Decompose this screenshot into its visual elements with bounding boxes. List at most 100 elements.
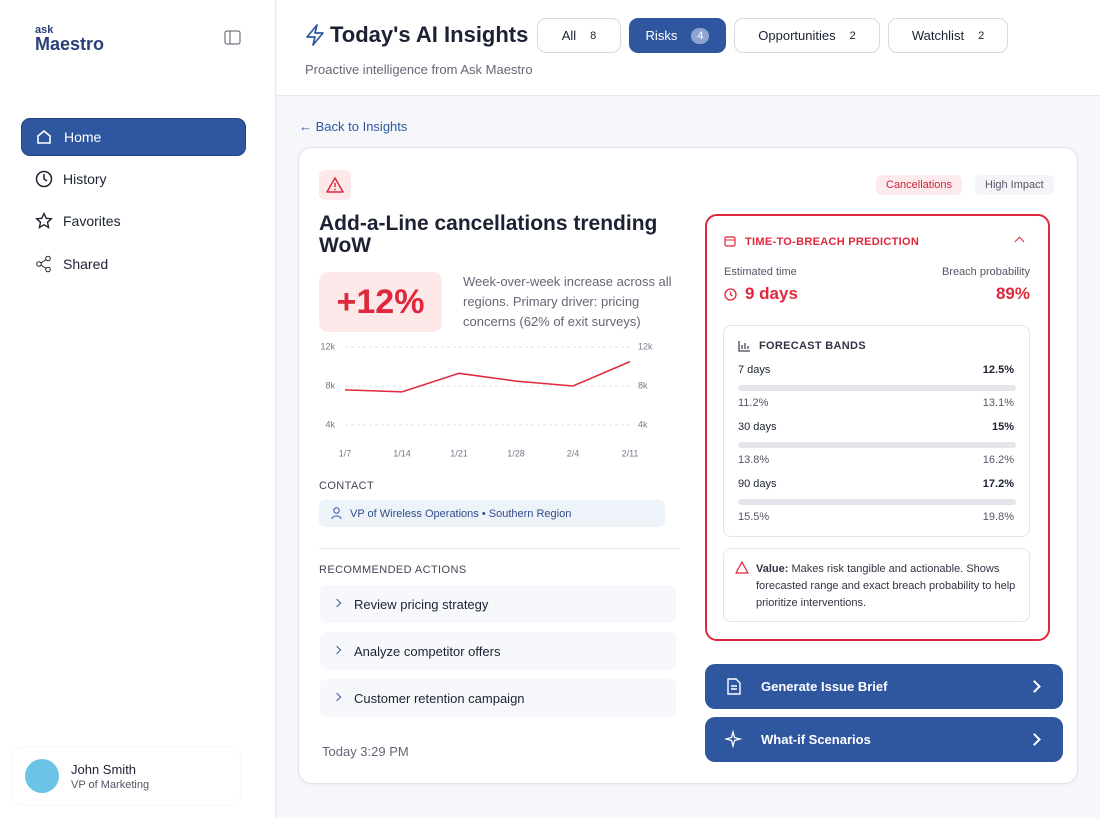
value-text: Makes risk tangible and actionable. Show…	[756, 563, 1016, 609]
x-tick-label: 1/14	[393, 448, 411, 458]
contact-text: VP of Wireless Operations • Southern Reg…	[350, 508, 572, 520]
y-tick-label: 8k	[325, 380, 335, 390]
sparkle-icon	[725, 730, 743, 748]
generate-brief-button[interactable]: Generate Issue Brief	[705, 664, 1063, 709]
doc-icon	[727, 678, 741, 695]
nav-favorites[interactable]: Favorites	[21, 202, 246, 240]
nav-shared[interactable]: Shared	[21, 245, 246, 283]
band-value: 12.5%	[982, 364, 1014, 376]
band-high: 16.2%	[982, 454, 1014, 466]
collapse-icon[interactable]	[224, 30, 241, 45]
contact-label: CONTACT	[319, 480, 375, 492]
band-track	[738, 499, 1016, 505]
timestamp: Today 3:29 PM	[322, 744, 409, 759]
prob-label: Breach probability	[941, 266, 1030, 278]
logo-small: ask	[35, 24, 54, 36]
tag: High Impact	[975, 175, 1054, 195]
title: Today's AI Insights	[330, 22, 529, 47]
y-tick-label: 12k	[320, 341, 335, 351]
y-tick-label-right: 4k	[638, 419, 648, 429]
band-value: 17.2%	[982, 478, 1014, 490]
button-label: Generate Issue Brief	[761, 679, 888, 694]
chart-icon	[738, 341, 750, 352]
subtitle: Proactive intelligence from Ask Maestro	[305, 62, 533, 77]
nav-label: Shared	[63, 256, 109, 272]
band-label: 90 days	[738, 478, 777, 490]
x-tick-label: 1/7	[339, 448, 352, 458]
value-note: Value: Makes risk tangible and actionabl…	[756, 561, 1018, 612]
button-label: What-if Scenarios	[761, 732, 871, 747]
band-track	[738, 385, 1016, 391]
actions-label: RECOMMENDED ACTIONS	[319, 564, 467, 576]
user-role: VP of Marketing	[71, 779, 150, 791]
prediction-title: TIME-TO-BREACH PREDICTION	[745, 236, 920, 248]
nav-label: Home	[64, 129, 102, 145]
band-low: 13.8%	[738, 454, 770, 466]
person-icon	[331, 507, 342, 519]
value-box	[723, 548, 1030, 622]
y-tick-label-right: 8k	[638, 380, 648, 390]
action[interactable]: Review pricing strategy	[320, 585, 676, 623]
tab-count: 8	[590, 29, 597, 42]
back-label: Back to Insights	[315, 119, 408, 134]
tag: Cancellations	[876, 175, 963, 195]
value-label: Value:	[756, 563, 789, 575]
band-label: 30 days	[738, 421, 777, 433]
x-tick-label: 1/28	[507, 448, 525, 458]
band-low: 15.5%	[738, 511, 770, 523]
tab-label: All	[561, 28, 577, 43]
user-card[interactable]: John Smith VP of Marketing	[14, 748, 240, 804]
what-if-button[interactable]: What-if Scenarios	[705, 717, 1063, 762]
y-tick-label: 4k	[325, 419, 335, 429]
forecast-box	[723, 325, 1030, 537]
forecast-title: FORECAST BANDS	[759, 340, 866, 352]
warning-badge	[319, 170, 351, 200]
icon	[36, 255, 51, 273]
tab[interactable]: Watchlist 2	[888, 18, 1008, 53]
icon	[37, 129, 51, 144]
x-tick-label: 1/21	[450, 448, 468, 458]
x-tick-label: 2/4	[567, 448, 580, 458]
header: Today's AI Insights Proactive intelligen…	[277, 0, 1100, 96]
y-tick-label-right: 12k	[638, 341, 653, 351]
tab-label: Watchlist	[911, 28, 965, 43]
clock-icon	[724, 288, 737, 301]
band-value: 15%	[991, 421, 1014, 433]
trend-chart: 4k 4k 8k 8k 12k 12k 1/7 1/14 1/21 1/28 2/4 2/11	[320, 341, 653, 458]
tab[interactable]: All 8	[537, 18, 621, 53]
tab-count: 2	[849, 29, 856, 42]
change-value: +12%	[319, 272, 442, 332]
trend-line	[344, 360, 631, 393]
tab-label: Opportunities	[758, 28, 836, 43]
divider	[319, 548, 679, 549]
warning-icon	[735, 561, 749, 574]
nav-label: Favorites	[63, 213, 121, 229]
nav-history[interactable]: History	[21, 160, 246, 198]
band-low: 11.2%	[738, 397, 769, 409]
icon	[35, 170, 53, 188]
contact: VP of Wireless Operations • Southern Reg…	[319, 500, 665, 527]
description: Week-over-week increase across all regio…	[463, 274, 672, 329]
icon	[35, 212, 53, 229]
nav-home[interactable]: Home	[21, 118, 246, 156]
band-high: 13.1%	[982, 397, 1014, 409]
tab[interactable]: Risks 4	[629, 18, 726, 53]
bolt-icon	[306, 24, 324, 46]
sidebar: ask Maestro Home History Favorites Share…	[0, 0, 276, 818]
tab[interactable]: Opportunities 2	[734, 18, 880, 53]
tab-label: Risks	[645, 28, 678, 43]
action[interactable]: Analyze competitor offers	[320, 632, 676, 670]
prob-value: 89%	[995, 284, 1030, 303]
action[interactable]: Customer retention campaign	[320, 679, 676, 717]
tab-count: 2	[978, 29, 985, 42]
avatar	[25, 759, 59, 793]
back-link[interactable]: ← Back to Insights	[299, 119, 408, 134]
est-label: Estimated time	[724, 266, 797, 278]
logo: Maestro	[35, 34, 105, 54]
user-name: John Smith	[71, 762, 137, 777]
insight-title: Add-a-Line cancellations trending WoW	[319, 212, 658, 257]
est-value: 9 days	[745, 284, 798, 303]
band-high: 19.8%	[982, 511, 1014, 523]
calendar-icon	[724, 236, 736, 247]
